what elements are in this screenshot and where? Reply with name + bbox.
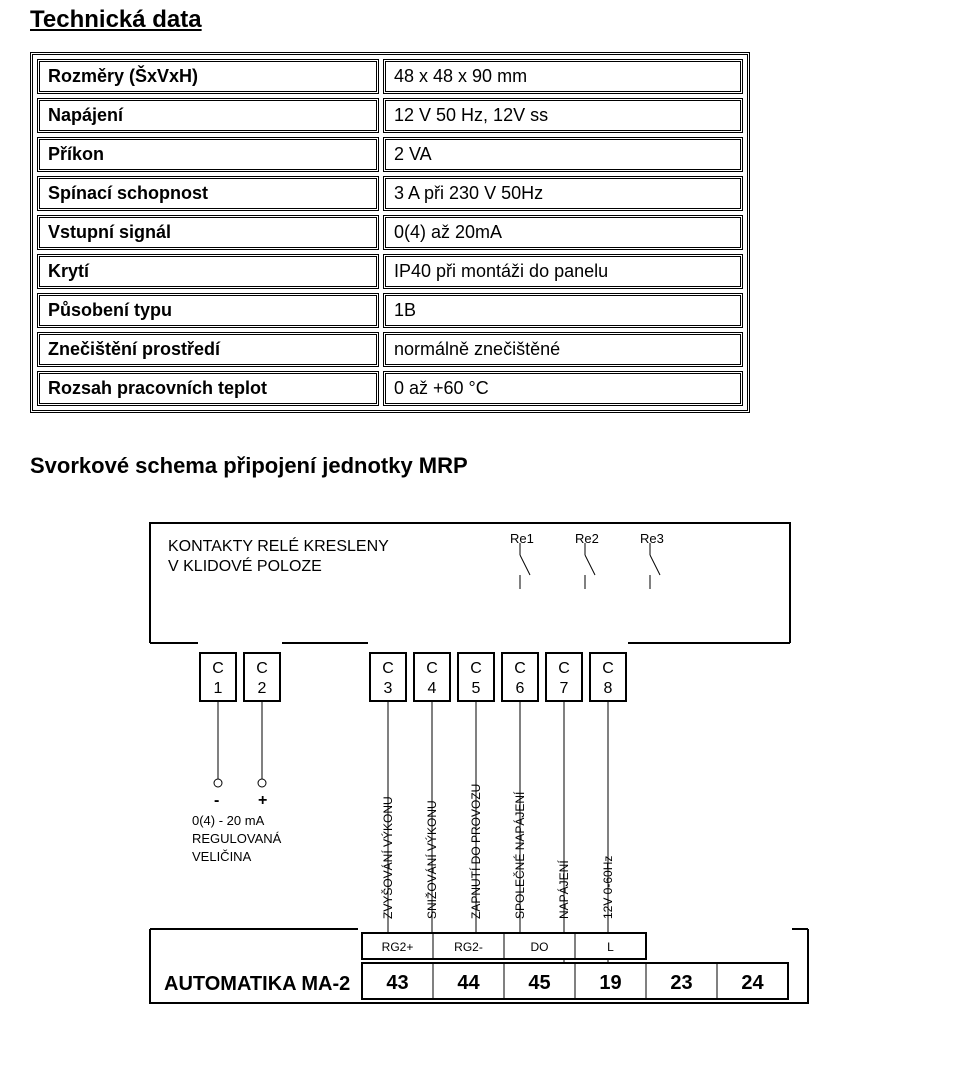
- svg-text:45: 45: [528, 972, 550, 994]
- svg-text:DO: DO: [531, 940, 549, 954]
- svg-text:C: C: [558, 660, 570, 677]
- table-row: Spínací schopnost3 A při 230 V 50Hz: [37, 176, 743, 211]
- svg-text:C: C: [382, 660, 394, 677]
- table-row: Příkon2 VA: [37, 137, 743, 172]
- svg-text:-: -: [214, 792, 219, 809]
- svg-text:7: 7: [560, 680, 569, 697]
- spec-value: 48 x 48 x 90 mm: [383, 59, 743, 94]
- svg-text:VELIČINA: VELIČINA: [192, 849, 252, 864]
- svg-text:C: C: [256, 660, 268, 677]
- svg-text:43: 43: [386, 972, 408, 994]
- spec-value: 3 A při 230 V 50Hz: [383, 176, 743, 211]
- svg-text:RG2-: RG2-: [454, 940, 483, 954]
- spec-value: normálně znečištěné: [383, 332, 743, 367]
- table-row: Znečištění prostředínormálně znečištěné: [37, 332, 743, 367]
- svg-text:ZAPNUTÍ DO PROVOZU: ZAPNUTÍ DO PROVOZU: [468, 784, 483, 919]
- table-row: Rozměry (ŠxVxH)48 x 48 x 90 mm: [37, 59, 743, 94]
- svg-text:Re2: Re2: [575, 531, 599, 546]
- svg-text:C: C: [470, 660, 482, 677]
- svg-text:V KLIDOVÉ POLOZE: V KLIDOVÉ POLOZE: [168, 556, 322, 575]
- table-row: Působení typu1B: [37, 293, 743, 328]
- svg-text:AUTOMATIKA MA-2: AUTOMATIKA MA-2: [164, 973, 350, 995]
- svg-text:5: 5: [472, 680, 481, 697]
- spec-key: Rozsah pracovních teplot: [37, 371, 379, 406]
- svg-text:Re1: Re1: [510, 531, 534, 546]
- table-row: Rozsah pracovních teplot0 až +60 °C: [37, 371, 743, 406]
- spec-key: Rozměry (ŠxVxH): [37, 59, 379, 94]
- spec-table: Rozměry (ŠxVxH)48 x 48 x 90 mmNapájení12…: [30, 52, 750, 413]
- svg-text:RG2+: RG2+: [382, 940, 414, 954]
- spec-value: 12 V 50 Hz, 12V ss: [383, 98, 743, 133]
- svg-text:19: 19: [599, 972, 621, 994]
- spec-key: Spínací schopnost: [37, 176, 379, 211]
- svg-text:SNIŽOVÁNÍ VÝKONU: SNIŽOVÁNÍ VÝKONU: [424, 800, 439, 919]
- spec-value: 1B: [383, 293, 743, 328]
- svg-text:REGULOVANÁ: REGULOVANÁ: [192, 831, 282, 846]
- svg-text:ZVYŠOVÁNÍ VÝKONU: ZVYŠOVÁNÍ VÝKONU: [380, 796, 395, 919]
- spec-key: Vstupní signál: [37, 215, 379, 250]
- spec-value: 2 VA: [383, 137, 743, 172]
- svg-text:C: C: [602, 660, 614, 677]
- svg-text:NAPÁJENÍ: NAPÁJENÍ: [556, 860, 571, 919]
- svg-text:4: 4: [428, 680, 437, 697]
- svg-text:1: 1: [214, 680, 223, 697]
- table-row: Vstupní signál0(4) až 20mA: [37, 215, 743, 250]
- svg-text:24: 24: [741, 972, 764, 994]
- svg-text:SPOLEČNÉ NAPÁJENÍ: SPOLEČNÉ NAPÁJENÍ: [512, 791, 527, 919]
- svg-text:23: 23: [670, 972, 692, 994]
- section-subtitle: Svorkové schema připojení jednotky MRP: [30, 453, 930, 479]
- svg-text:KONTAKTY RELÉ KRESLENY: KONTAKTY RELÉ KRESLENY: [168, 536, 389, 555]
- spec-key: Krytí: [37, 254, 379, 289]
- svg-text:L: L: [607, 940, 614, 954]
- wiring-diagram: KONTAKTY RELÉ KRESLENYV KLIDOVÉ POLOZE Re…: [130, 503, 930, 1028]
- svg-text:C: C: [426, 660, 438, 677]
- svg-text:C: C: [212, 660, 224, 677]
- table-row: Napájení12 V 50 Hz, 12V ss: [37, 98, 743, 133]
- svg-text:8: 8: [604, 680, 613, 697]
- spec-key: Napájení: [37, 98, 379, 133]
- page-title: Technická data: [30, 6, 930, 34]
- spec-value: 0(4) až 20mA: [383, 215, 743, 250]
- svg-text:+: +: [258, 792, 267, 809]
- svg-text:6: 6: [516, 680, 525, 697]
- svg-text:2: 2: [258, 680, 267, 697]
- spec-key: Působení typu: [37, 293, 379, 328]
- svg-text:12V 0-60Hz: 12V 0-60Hz: [601, 856, 615, 919]
- svg-text:3: 3: [384, 680, 393, 697]
- spec-key: Příkon: [37, 137, 379, 172]
- svg-text:C: C: [514, 660, 526, 677]
- spec-value: IP40 při montáži do panelu: [383, 254, 743, 289]
- spec-value: 0 až +60 °C: [383, 371, 743, 406]
- svg-text:0(4) - 20 mA: 0(4) - 20 mA: [192, 813, 265, 828]
- table-row: KrytíIP40 při montáži do panelu: [37, 254, 743, 289]
- spec-key: Znečištění prostředí: [37, 332, 379, 367]
- svg-text:44: 44: [457, 972, 480, 994]
- svg-text:Re3: Re3: [640, 531, 664, 546]
